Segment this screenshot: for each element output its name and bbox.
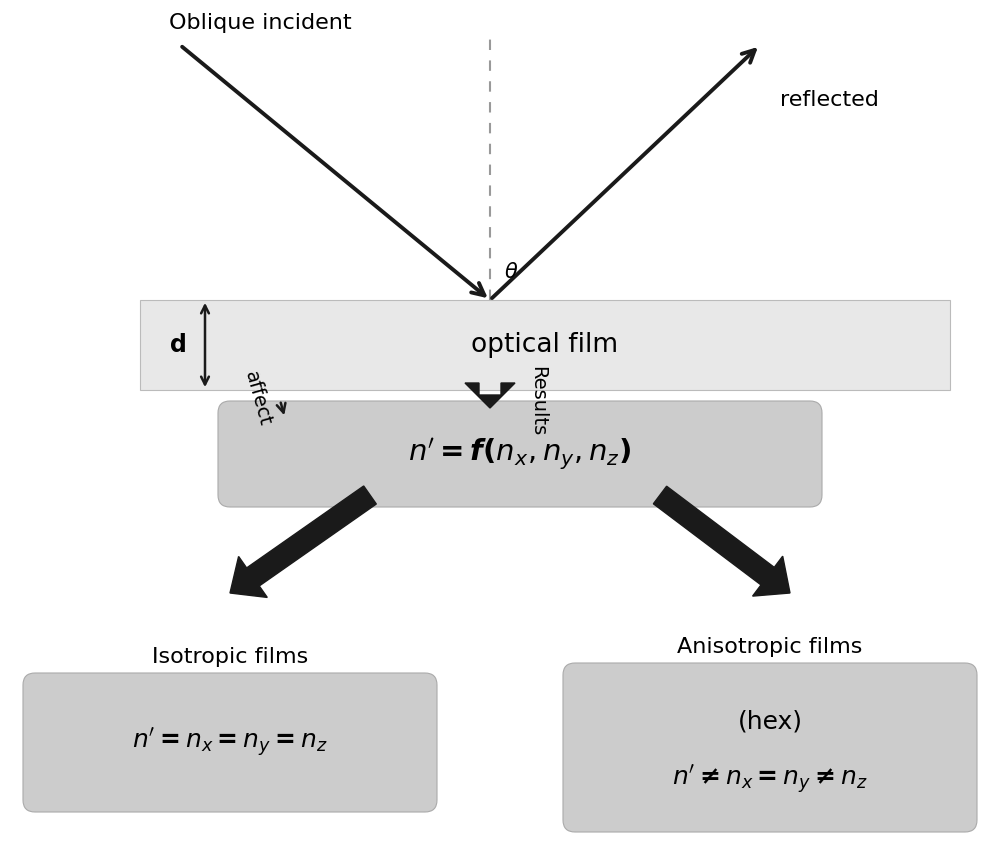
Text: Isotropic films: Isotropic films [152, 647, 308, 667]
Text: θ: θ [505, 262, 518, 282]
FancyBboxPatch shape [140, 300, 950, 390]
Text: optical film: optical film [471, 332, 619, 358]
Text: Results: Results [528, 367, 547, 437]
Text: d: d [170, 333, 187, 357]
Text: Oblique incident: Oblique incident [169, 13, 351, 33]
Text: $\boldsymbol{n' = f(n_x, n_y, n_z)}$: $\boldsymbol{n' = f(n_x, n_y, n_z)}$ [408, 436, 632, 472]
Text: $\boldsymbol{n' = n_x = n_y = n_z}$: $\boldsymbol{n' = n_x = n_y = n_z}$ [132, 726, 328, 759]
Text: reflected: reflected [780, 90, 879, 110]
FancyArrow shape [653, 486, 790, 596]
Text: $\boldsymbol{n' \neq n_x = n_y \neq n_z}$: $\boldsymbol{n' \neq n_x = n_y \neq n_z}… [672, 763, 868, 796]
Text: Anisotropic films: Anisotropic films [677, 637, 863, 657]
Text: affect: affect [241, 369, 274, 428]
FancyBboxPatch shape [23, 673, 437, 812]
Text: (hex): (hex) [738, 710, 802, 734]
FancyArrow shape [230, 486, 376, 598]
FancyBboxPatch shape [563, 663, 977, 832]
FancyBboxPatch shape [218, 401, 822, 507]
FancyArrow shape [465, 383, 515, 408]
